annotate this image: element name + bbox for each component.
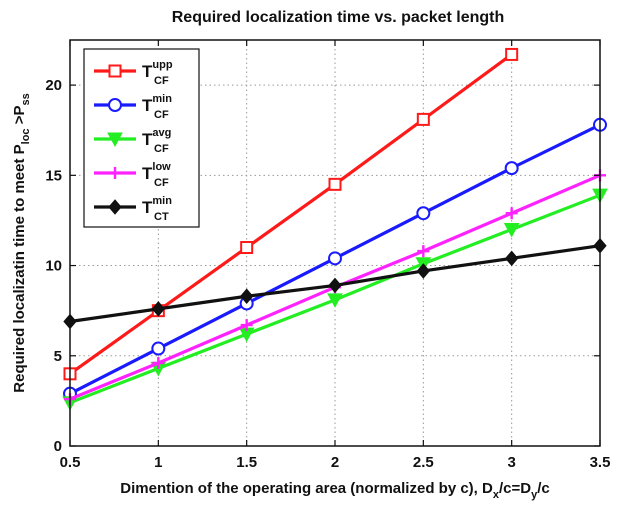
- legend-item: Tavg CF: [94, 127, 171, 155]
- data-point: [505, 207, 518, 220]
- legend: Tupp CF Tmin CF Tavg CF Tlow CF Tmin CT: [83, 48, 200, 228]
- data-point: [504, 161, 519, 176]
- series-line: [69, 53, 513, 376]
- legend-swatch-marker: [108, 64, 122, 78]
- data-point: [416, 206, 431, 221]
- legend-item: Tmin CT: [94, 195, 172, 223]
- data-point: [505, 250, 519, 267]
- data-point: [240, 319, 253, 332]
- legend-swatch-marker: [109, 167, 121, 179]
- data-point: [151, 301, 165, 317]
- y-tick-labels: 0 5 10 15 20: [45, 77, 62, 455]
- data-point: [416, 112, 430, 126]
- data-point: [240, 288, 254, 304]
- legend-label: Tmin CF: [142, 93, 172, 121]
- data-point: [328, 251, 342, 266]
- legend-label: Tlow CF: [142, 161, 171, 189]
- data-point: [328, 277, 342, 294]
- data-point: [416, 263, 430, 279]
- x-tick-label: 1: [154, 454, 162, 471]
- plot-frame: [69, 39, 601, 447]
- legend-label: Tupp CF: [142, 59, 173, 87]
- legend-item: Tmin CF: [94, 93, 172, 121]
- x-tick-label: 2: [331, 454, 339, 471]
- data-point: [417, 245, 430, 258]
- x-tick-label: 2.5: [413, 454, 434, 471]
- data-point: [152, 356, 165, 369]
- legend-label: Tmin CT: [142, 195, 172, 223]
- legend-item: Tlow CF: [94, 161, 171, 189]
- y-tick-label: 5: [54, 348, 62, 365]
- legend-swatch-marker: [108, 98, 122, 112]
- x-tick-label: 1.5: [236, 454, 257, 471]
- legend-swatch-marker: [107, 132, 123, 148]
- x-tick-label: 0.5: [60, 454, 81, 471]
- chart-title: Required localization time vs. packet le…: [172, 9, 505, 26]
- y-tick-label: 20: [45, 77, 62, 94]
- x-tick-labels: 0.5 1 1.5 2 2.5 3 3.5: [60, 454, 611, 471]
- series-layer: [62, 47, 608, 411]
- legend-swatch-marker: [108, 199, 122, 215]
- y-axis-label: Required localizatin time to meet Ploc >…: [11, 93, 32, 392]
- data-point: [503, 222, 520, 238]
- data-point: [327, 293, 343, 308]
- data-point: [151, 341, 166, 356]
- data-point: [240, 241, 254, 255]
- legend-item: Tupp CF: [94, 59, 173, 87]
- legend-label: Tavg CF: [142, 127, 171, 155]
- x-tick-label: 3: [507, 454, 515, 471]
- y-tick-label: 0: [54, 438, 62, 455]
- y-tick-label: 15: [45, 167, 62, 184]
- y-tick-label: 10: [45, 258, 62, 275]
- x-axis-label: Dimention of the operating area (normali…: [120, 480, 549, 501]
- data-point: [328, 177, 342, 191]
- x-tick-label: 3.5: [590, 454, 611, 471]
- data-point: [505, 47, 519, 61]
